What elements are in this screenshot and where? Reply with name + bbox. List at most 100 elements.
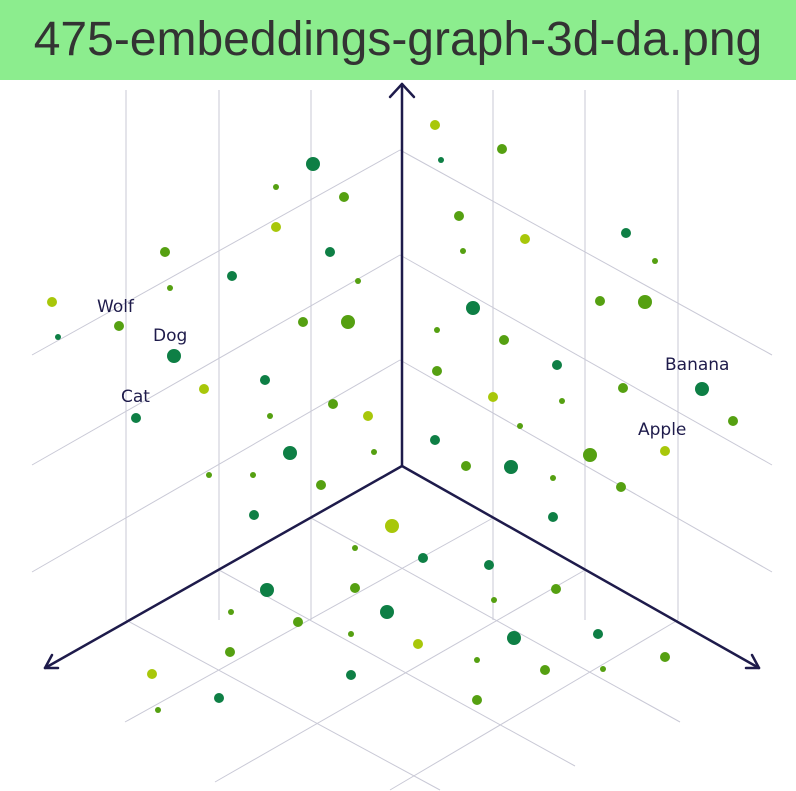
embedding-point — [695, 382, 709, 396]
embedding-point — [474, 657, 480, 663]
grid-line-left-wall — [31, 359, 401, 573]
embedding-point — [371, 449, 377, 455]
embedding-point — [520, 234, 530, 244]
embedding-point — [618, 383, 628, 393]
grid-line-right-wall — [399, 149, 773, 356]
embedding-point — [488, 392, 498, 402]
embedding-point — [430, 120, 440, 130]
embedding-point — [227, 271, 237, 281]
embedding-point — [454, 211, 464, 221]
embedding-point — [283, 446, 297, 460]
grid-line-floor — [214, 569, 586, 783]
embedding-point — [413, 639, 423, 649]
embedding-point — [363, 411, 373, 421]
embedding-point — [593, 629, 603, 639]
grid-line-floor — [218, 569, 576, 767]
embedding-point — [55, 334, 61, 340]
label-banana: Banana — [665, 355, 729, 375]
grid-line-floor — [124, 517, 494, 723]
word-labels: Wolf Dog Cat Banana Apple — [97, 297, 729, 440]
grid-line-floor — [389, 619, 679, 791]
embedding-point — [206, 472, 212, 478]
embedding-point — [595, 296, 605, 306]
embedding-point — [385, 519, 399, 533]
embedding-point — [250, 472, 256, 478]
embedding-point — [167, 285, 173, 291]
embedding-point — [548, 512, 558, 522]
axis-right — [400, 464, 761, 670]
embedding-point — [559, 398, 565, 404]
embedding-point — [432, 366, 442, 376]
embedding-point — [380, 605, 394, 619]
image-filename: 475-embeddings-graph-3d-da.png — [33, 13, 763, 66]
axis-left-arrowhead — [43, 653, 60, 670]
embedding-point — [583, 448, 597, 462]
embedding-point — [298, 317, 308, 327]
embedding-point — [147, 669, 157, 679]
label-dog: Dog — [153, 326, 187, 346]
embedding-point — [434, 327, 440, 333]
embedding-point — [660, 446, 670, 456]
embedding-point — [260, 583, 274, 597]
axis-right-arrowhead — [744, 653, 761, 670]
embedding-point — [540, 665, 550, 675]
embedding-point — [199, 384, 209, 394]
embedding-point — [472, 695, 482, 705]
embedding-point — [350, 583, 360, 593]
embedding-point — [504, 460, 518, 474]
embedding-point — [346, 670, 356, 680]
grid-lines — [31, 90, 773, 791]
embedding-point — [155, 707, 161, 713]
embedding-point — [306, 157, 320, 171]
embedding-point — [339, 192, 349, 202]
embedding-point — [551, 584, 561, 594]
embedding-point — [484, 560, 494, 570]
embedding-point — [491, 597, 497, 603]
embedding-point — [728, 416, 738, 426]
embedding-point — [418, 553, 428, 563]
embedding-point — [325, 247, 335, 257]
embedding-point — [260, 375, 270, 385]
embedding-point — [355, 278, 361, 284]
embedding-point — [271, 222, 281, 232]
label-wolf: Wolf — [97, 297, 135, 317]
embedding-point — [131, 413, 141, 423]
label-apple: Apple — [638, 420, 686, 440]
embedding-point — [316, 480, 326, 490]
grid-line-floor — [125, 619, 441, 791]
title-bar: 475-embeddings-graph-3d-da.png — [0, 0, 796, 80]
embedding-point — [430, 435, 440, 445]
embedding-point — [600, 666, 606, 672]
embedding-point — [328, 399, 338, 409]
embedding-point — [341, 315, 355, 329]
grid-line-floor — [310, 517, 681, 723]
embedding-point — [114, 321, 124, 331]
embedding-point — [461, 461, 471, 471]
embedding-point — [214, 693, 224, 703]
embedding-point — [438, 157, 444, 163]
embedding-point — [621, 228, 631, 238]
embedding-point — [517, 423, 523, 429]
embedding-point — [228, 609, 234, 615]
embedding-point — [273, 184, 279, 190]
embedding-point — [348, 631, 354, 637]
embedding-point — [499, 335, 509, 345]
embedding-point — [167, 349, 181, 363]
embedding-point — [225, 647, 235, 657]
axis-left — [43, 464, 404, 670]
embedding-point — [660, 652, 670, 662]
embedding-point — [497, 144, 507, 154]
embedding-point — [293, 617, 303, 627]
embedding-point — [460, 248, 466, 254]
embedding-points — [47, 120, 738, 713]
embedding-point — [616, 482, 626, 492]
embedding-point — [652, 258, 658, 264]
embedding-point — [550, 475, 556, 481]
grid-line-right-wall — [399, 359, 773, 573]
axis-vertical-arrowhead — [388, 82, 416, 99]
grid-line-left-wall — [31, 149, 401, 356]
embedding-point — [160, 247, 170, 257]
embedding-point — [352, 545, 358, 551]
grid-line-left-wall — [31, 254, 401, 466]
